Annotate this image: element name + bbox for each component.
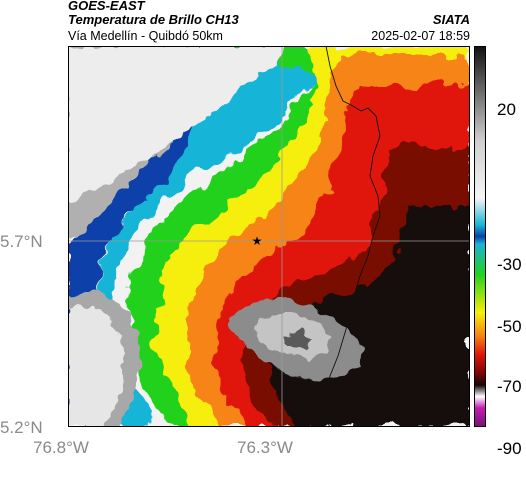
map-frame (68, 46, 470, 427)
datetime-label: 2025-02-07 18:59 (371, 29, 470, 43)
lat-label-57: 5.7°N (0, 232, 43, 251)
northwest-clear (68, 46, 288, 201)
cloud-top-dark-core (283, 331, 313, 348)
department-boundary (322, 46, 381, 427)
map-header: GOES-EAST Temperatura de Brillo CH13 Vía… (0, 0, 526, 46)
temperature-colorbar (474, 46, 486, 427)
lon-label-763: 76.3°W (237, 438, 293, 457)
colorbar-tick-minus30: -30 (497, 255, 522, 274)
lon-label-768: 76.8°W (33, 438, 89, 457)
colorbar-gradient (474, 46, 486, 427)
region-subtitle: Vía Medellín - Quibdó 50km (68, 29, 223, 43)
colorbar-tick-20: 20 (497, 100, 516, 119)
colorbar-tick-minus70: -70 (497, 377, 522, 396)
department-boundary-branch (322, 405, 341, 427)
colorbar-frame (474, 46, 486, 427)
west-clear-patch (68, 291, 140, 427)
satellite-title: GOES-EAST (68, 0, 145, 13)
cloud-top-white-west (68, 306, 123, 427)
coldest-core (228, 298, 363, 381)
colorbar-tick-minus50: -50 (497, 317, 522, 336)
brightness-temperature-map: ★ (68, 46, 470, 427)
cloud-top-white-nw (68, 46, 288, 201)
product-title: Temperatura de Brillo CH13 (68, 12, 239, 27)
lat-label-52: 5.2°N (0, 418, 43, 437)
star-icon: ★ (252, 234, 263, 248)
colorbar-tick-minus90: -90 (497, 439, 522, 458)
agency-label: SIATA (432, 12, 470, 27)
